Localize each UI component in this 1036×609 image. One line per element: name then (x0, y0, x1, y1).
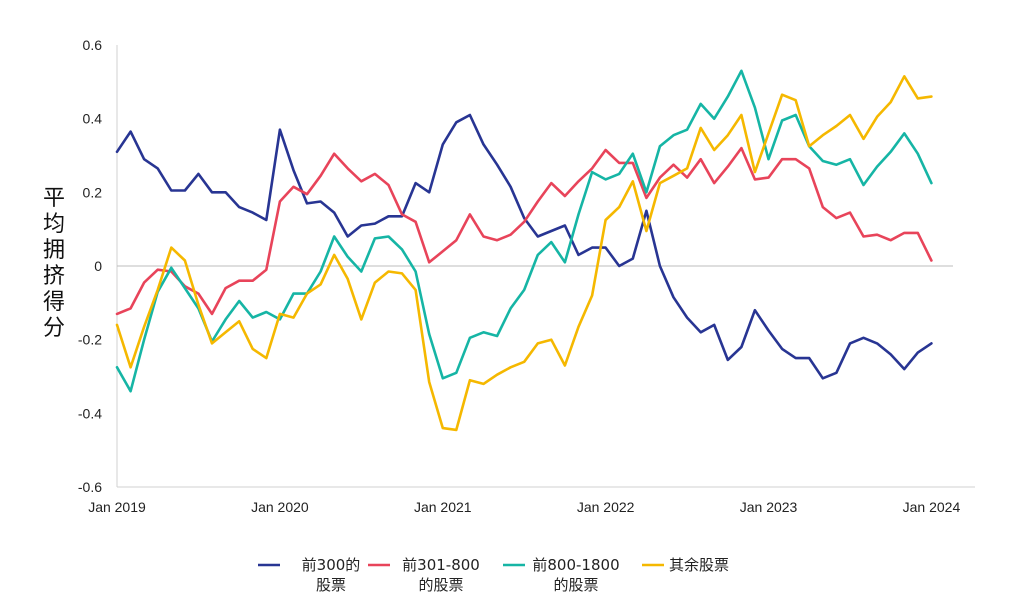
x-tick-label: Jan 2020 (251, 499, 309, 515)
y-tick-label: 0.2 (83, 184, 103, 200)
legend-label: 股票 (316, 576, 346, 594)
y-tick-label: 0 (94, 258, 102, 274)
series-line-3 (115, 69, 933, 393)
y-tick-label: -0.4 (78, 405, 102, 421)
legend-label: 的股票 (553, 576, 598, 594)
y-tick-label: -0.6 (78, 479, 102, 495)
y-axis-title-char: 挤 (43, 264, 65, 289)
y-axis-title-char: 得 (43, 290, 65, 315)
series-line-1 (115, 113, 933, 380)
axes: -0.6 -0.4 -0.2 0 0.2 0.4 0.6 Jan 2019 Jan 2020 Ja… (78, 37, 975, 515)
y-tick-label: -0.2 (78, 332, 102, 348)
series-line-2 (115, 146, 933, 316)
y-axis-title-char: 拥 (43, 238, 65, 263)
series-lines (115, 69, 933, 432)
legend-label: 其余股票 (669, 556, 729, 574)
legend-label: 前800-1800 (532, 556, 619, 574)
x-tick-label: Jan 2023 (740, 499, 798, 515)
legend-label: 前301-800 (402, 556, 480, 574)
series-line-4 (115, 75, 933, 432)
x-tick-label: Jan 2019 (88, 499, 146, 515)
y-tick-label: 0.6 (83, 37, 103, 53)
legend-label: 的股票 (418, 576, 463, 594)
x-tick-label: Jan 2021 (414, 499, 472, 515)
y-axis-title-char: 平 (43, 186, 65, 211)
y-tick-label: 0.4 (83, 111, 103, 127)
x-tick-label: Jan 2024 (903, 499, 961, 515)
x-tick-label: Jan 2022 (577, 499, 635, 515)
y-axis-title-char: 分 (43, 316, 65, 341)
legend-label: 前300的 (302, 556, 361, 574)
y-axis-title-char: 均 (43, 212, 65, 237)
